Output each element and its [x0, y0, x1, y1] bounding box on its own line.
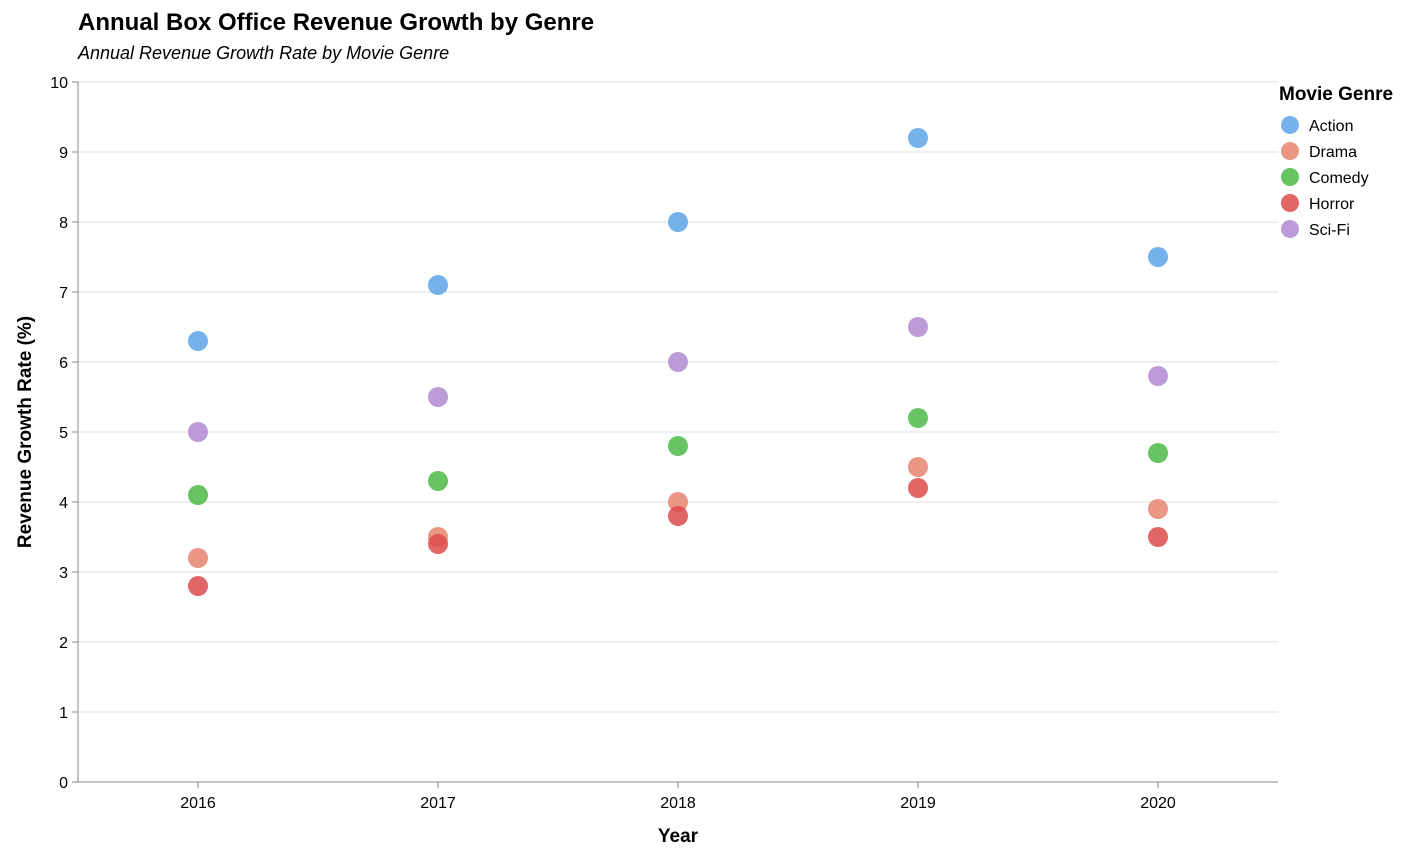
y-tick-label: 10 — [50, 75, 68, 92]
chart-title: Annual Box Office Revenue Growth by Genr… — [78, 9, 594, 36]
legend-label-comedy: Comedy — [1309, 170, 1369, 187]
point-action-2020[interactable]: Action, 2020: 7.5 — [1148, 247, 1168, 267]
point-drama-2018[interactable]: Drama, 2018: 4 — [668, 492, 688, 512]
grid — [78, 81, 1278, 713]
point-action-2016[interactable]: Action, 2016: 6.3 — [188, 331, 208, 351]
legend-swatch-comedy — [1281, 168, 1299, 186]
point-drama-2016[interactable]: Drama, 2016: 3.2 — [188, 548, 208, 568]
y-tick-label: 3 — [59, 565, 68, 582]
y-tick-label: 1 — [59, 705, 68, 722]
point-drama-2019[interactable]: Drama, 2019: 4.5 — [908, 457, 928, 477]
legend-label-drama: Drama — [1309, 144, 1357, 161]
point-sci-fi-2020[interactable]: Sci-Fi, 2020: 5.8 — [1148, 366, 1168, 386]
y-tick-label: 4 — [59, 495, 68, 512]
legend-label-horror: Horror — [1309, 196, 1355, 213]
point-sci-fi-2019[interactable]: Sci-Fi, 2019: 6.5 — [908, 317, 928, 337]
y-tick-label: 2 — [59, 635, 68, 652]
x-axis-title: Year — [658, 826, 699, 847]
x-tick-label: 2017 — [420, 795, 456, 812]
y-tick-label: 7 — [59, 285, 68, 302]
y-tick-label: 5 — [59, 425, 68, 442]
point-horror-2019[interactable]: Horror, 2019: 4.2 — [908, 478, 928, 498]
y-tick-label: 8 — [59, 215, 68, 232]
point-sci-fi-2017[interactable]: Sci-Fi, 2017: 5.5 — [428, 387, 448, 407]
legend-label-sci-fi: Sci-Fi — [1309, 222, 1350, 239]
point-horror-2017[interactable]: Horror, 2017: 3.4 — [428, 534, 448, 554]
point-comedy-2019[interactable]: Comedy, 2019: 5.2 — [908, 408, 928, 428]
point-action-2019[interactable]: Action, 2019: 9.2 — [908, 128, 928, 148]
point-drama-2020[interactable]: Drama, 2020: 3.9 — [1148, 499, 1168, 519]
y-tick-label: 0 — [59, 775, 68, 792]
y-tick-label: 9 — [59, 145, 68, 162]
legend-swatch-horror — [1281, 194, 1299, 212]
point-horror-2016[interactable]: Horror, 2016: 2.8 — [188, 576, 208, 596]
x-tick-label: 2018 — [660, 795, 696, 812]
legend-swatch-sci-fi — [1281, 220, 1299, 238]
point-horror-2020[interactable]: Horror, 2020: 3.5 — [1148, 527, 1168, 547]
point-horror-2018[interactable]: Horror, 2018: 3.8 — [668, 506, 688, 526]
legend-swatch-action — [1281, 116, 1299, 134]
point-comedy-2018[interactable]: Comedy, 2018: 4.8 — [668, 436, 688, 456]
y-tick-label: 6 — [59, 355, 68, 372]
point-comedy-2020[interactable]: Comedy, 2020: 4.7 — [1148, 443, 1168, 463]
data-points: Action, 2016: 6.3 Action, 2017: 7.1 Action… — [188, 128, 1168, 596]
point-sci-fi-2018[interactable]: Sci-Fi, 2018: 6 — [668, 352, 688, 372]
point-action-2017[interactable]: Action, 2017: 7.1 — [428, 275, 448, 295]
x-tick-label: 2019 — [900, 795, 936, 812]
legend-label-action: Action — [1309, 118, 1353, 135]
x-tick-label: 2020 — [1140, 795, 1176, 812]
chart-subtitle: Annual Revenue Growth Rate by Movie Genr… — [77, 43, 449, 63]
x-tick-label: 2016 — [180, 795, 216, 812]
point-comedy-2016[interactable]: Comedy, 2016: 4.1 — [188, 485, 208, 505]
point-sci-fi-2016[interactable]: Sci-Fi, 2016: 5 — [188, 422, 208, 442]
legend: Movie Genre Action Drama Comedy Horror Sci-F… — [1279, 84, 1393, 239]
legend-swatch-drama — [1281, 142, 1299, 160]
axes: 0 1 2 3 4 5 6 7 8 9 10 2016 2017 2018 2019 2020 — [50, 75, 1278, 812]
point-action-2018[interactable]: Action, 2018: 8 — [668, 212, 688, 232]
legend-title: Movie Genre — [1279, 84, 1393, 105]
point-comedy-2017[interactable]: Comedy, 2017: 4.3 — [428, 471, 448, 491]
y-axis-title: Revenue Growth Rate (%) — [15, 316, 36, 548]
